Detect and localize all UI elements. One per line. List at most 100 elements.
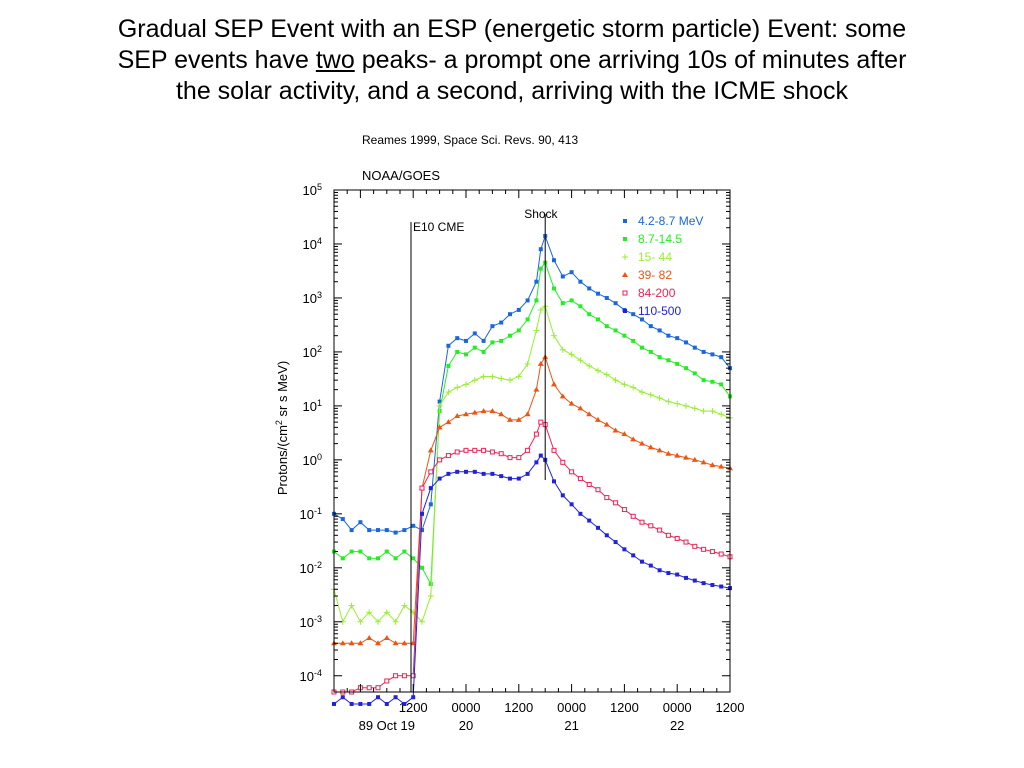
data-point — [339, 640, 346, 646]
data-point — [640, 559, 644, 564]
data-point — [427, 447, 434, 453]
data-point — [587, 518, 592, 523]
event-label: E10 CME — [413, 220, 464, 234]
data-point — [718, 411, 725, 418]
data-point — [538, 453, 543, 458]
y-tick-base: 10 — [303, 453, 317, 468]
data-point — [683, 539, 689, 545]
data-point — [612, 427, 619, 433]
x-date-label: 21 — [564, 718, 578, 733]
data-point — [578, 511, 583, 516]
data-point — [560, 493, 565, 498]
data-point — [454, 384, 461, 391]
y-axis-label: Protons/(cm2 sr s MeV) — [274, 361, 290, 495]
data-point — [657, 328, 662, 333]
y-tick-label: 10-4 — [300, 668, 322, 684]
data-point — [419, 485, 425, 491]
data-point — [691, 405, 698, 412]
data-point — [569, 502, 574, 507]
data-point — [656, 447, 663, 453]
data-point — [533, 327, 540, 334]
y-tick-base: 10 — [303, 291, 317, 306]
data-point — [622, 547, 627, 552]
data-point — [656, 395, 663, 402]
data-point — [719, 584, 724, 589]
data-point — [630, 513, 636, 519]
data-point — [516, 307, 521, 312]
data-point — [674, 400, 681, 407]
data-point — [358, 701, 363, 706]
y-axis-label-sup: 2 — [274, 420, 284, 425]
data-point — [428, 469, 434, 475]
data-point — [568, 351, 575, 358]
data-point — [349, 528, 354, 533]
data-point — [376, 556, 380, 561]
data-point — [507, 455, 513, 461]
legend-label: 39- 82 — [638, 268, 672, 282]
data-point — [498, 375, 505, 382]
data-point — [499, 338, 504, 343]
data-point — [596, 525, 600, 530]
data-point — [577, 405, 584, 411]
data-point — [551, 332, 557, 339]
data-point — [393, 530, 398, 535]
data-point — [621, 507, 627, 513]
data-point — [533, 386, 540, 392]
data-point — [508, 476, 512, 481]
data-point — [657, 355, 662, 360]
data-point — [507, 377, 513, 384]
data-point — [428, 582, 433, 587]
data-point — [392, 618, 399, 625]
legend-label: 15- 44 — [638, 250, 672, 264]
y-tick-exp: 4 — [317, 236, 322, 246]
data-point — [524, 411, 531, 417]
data-point — [499, 320, 504, 325]
data-point — [537, 306, 544, 313]
data-point — [480, 408, 487, 414]
data-point — [534, 460, 539, 465]
data-point — [515, 416, 522, 422]
y-tick-exp: -3 — [314, 614, 322, 624]
y-tick-exp: 2 — [317, 344, 322, 354]
data-point — [464, 338, 468, 343]
data-point — [498, 411, 505, 417]
data-point — [534, 279, 539, 284]
series-line — [334, 355, 731, 644]
y-tick-base: 10 — [303, 399, 317, 414]
series-group — [331, 419, 733, 695]
data-point — [595, 367, 601, 374]
data-point — [472, 447, 478, 453]
data-point — [427, 593, 434, 600]
y-tick-exp: -2 — [314, 560, 322, 570]
data-point — [481, 338, 486, 343]
data-point — [463, 381, 469, 388]
data-point — [367, 528, 372, 533]
x-tick-label: 0000 — [663, 700, 692, 715]
data-point — [436, 424, 443, 430]
y-tick-exp: -1 — [314, 506, 322, 516]
data-point — [384, 701, 389, 706]
data-point — [436, 402, 443, 409]
data-point — [551, 447, 557, 453]
data-point — [401, 673, 407, 679]
data-point — [489, 373, 496, 380]
x-date-label: 20 — [459, 718, 473, 733]
title-emphasis: two — [315, 46, 355, 74]
y-tick-label: 10-3 — [300, 614, 322, 630]
data-point — [666, 333, 671, 338]
y-tick-base: 10 — [303, 237, 317, 252]
data-point — [516, 476, 521, 481]
data-point — [595, 416, 601, 422]
data-point — [349, 549, 354, 554]
data-point — [428, 502, 433, 507]
y-tick-exp: 1 — [317, 398, 322, 408]
data-point — [710, 379, 715, 384]
title-line-3: the solar activity, and a second, arrivi… — [175, 77, 849, 105]
data-point — [366, 609, 373, 616]
data-point — [604, 295, 609, 300]
data-point — [437, 457, 443, 463]
data-point — [524, 360, 531, 367]
data-point — [471, 377, 478, 384]
